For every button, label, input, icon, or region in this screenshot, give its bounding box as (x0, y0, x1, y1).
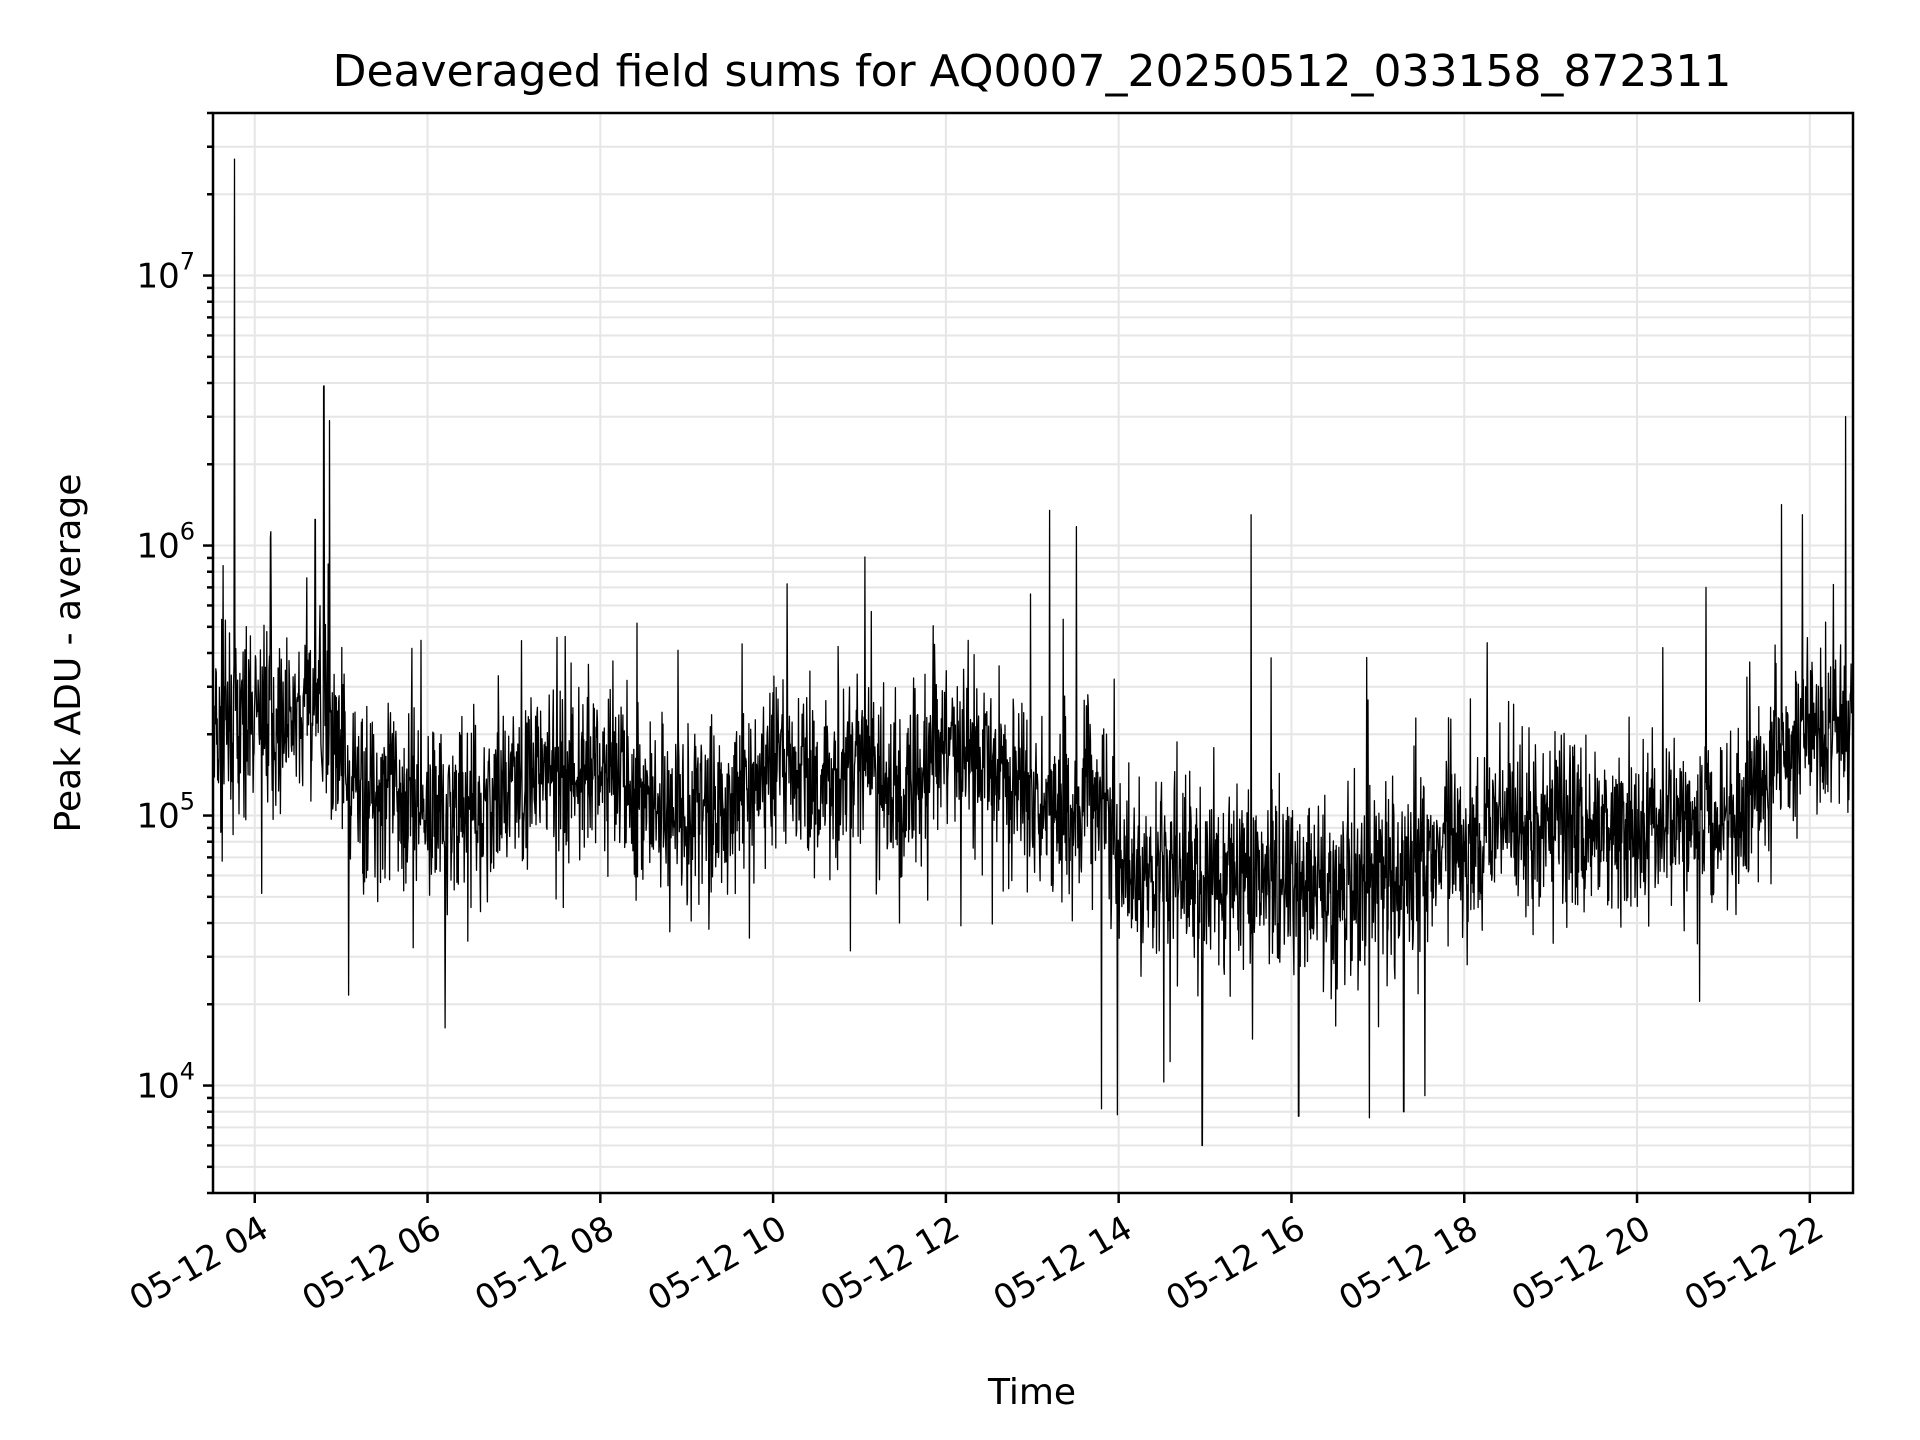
y-tick-label: 106 (136, 518, 195, 567)
y-tick-label: 107 (136, 248, 195, 297)
y-tick-label: 104 (136, 1058, 195, 1107)
y-tick-base: 10 (136, 527, 179, 567)
data-series (213, 158, 1853, 1147)
y-tick-base: 10 (136, 797, 179, 837)
series-line (213, 158, 1853, 1147)
y-tick-exponent: 7 (180, 248, 195, 276)
y-axis-label: Peak ADU - average (48, 474, 89, 833)
chart-title: Deaveraged field sums for AQ0007_2025051… (333, 46, 1732, 97)
y-tick-exponent: 6 (180, 518, 195, 546)
axis-ticks (203, 111, 1812, 1203)
y-tick-exponent: 5 (180, 788, 195, 816)
x-axis-label: Time (987, 1372, 1076, 1413)
y-tick-exponent: 4 (180, 1058, 195, 1086)
y-tick-base: 10 (136, 257, 179, 297)
grid (213, 112, 1853, 1194)
y-tick-label: 105 (136, 788, 195, 837)
y-tick-base: 10 (136, 1067, 179, 1107)
